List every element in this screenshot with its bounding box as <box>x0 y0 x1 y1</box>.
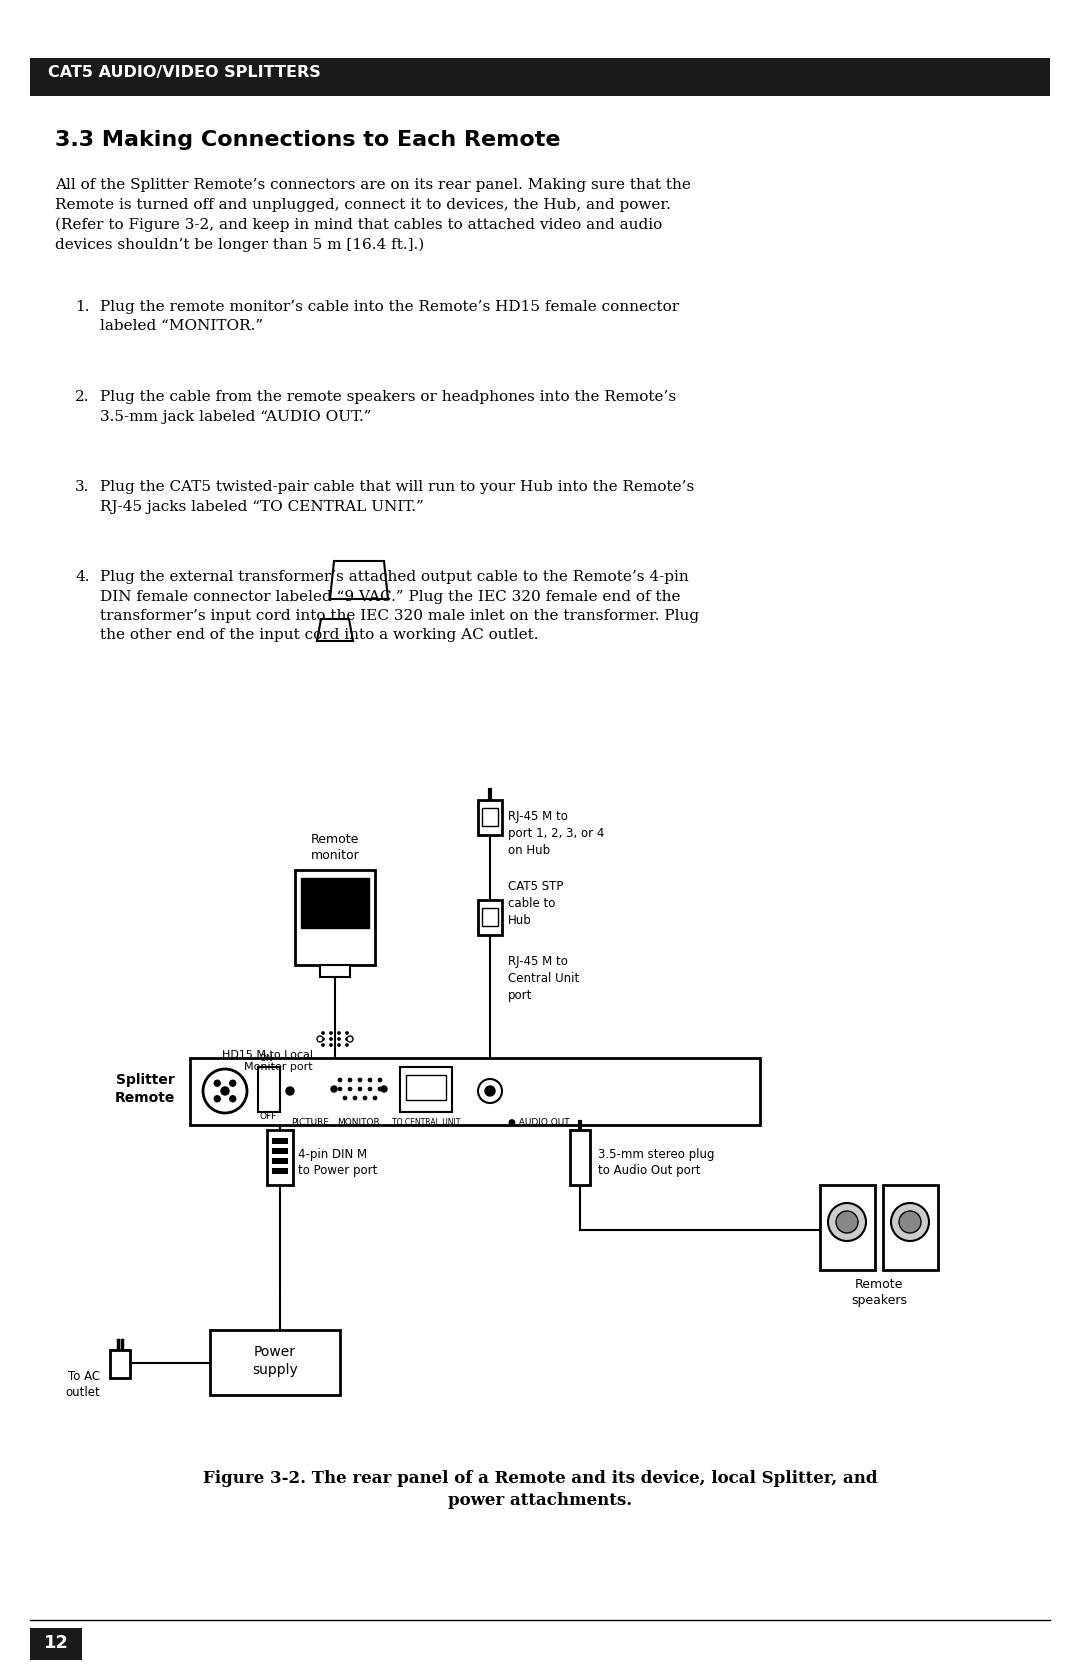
Text: Figure 3-2. The rear panel of a Remote and its device, local Splitter, and
power: Figure 3-2. The rear panel of a Remote a… <box>203 1470 877 1509</box>
Text: RJ-45 M to
Central Unit
port: RJ-45 M to Central Unit port <box>508 955 579 1001</box>
Circle shape <box>346 1043 349 1046</box>
Circle shape <box>337 1038 340 1040</box>
Bar <box>482 908 498 926</box>
Text: 1.: 1. <box>75 300 90 314</box>
Text: Power
supply: Power supply <box>252 1345 298 1377</box>
Text: Plug the cable from the remote speakers or headphones into the Remote’s
3.5-mm j: Plug the cable from the remote speakers … <box>100 391 676 424</box>
Circle shape <box>899 1212 921 1233</box>
Bar <box>272 1148 288 1153</box>
Text: CAT5 STP
cable to
Hub: CAT5 STP cable to Hub <box>508 880 564 926</box>
Bar <box>30 58 1050 97</box>
Circle shape <box>343 1097 347 1100</box>
Circle shape <box>337 1043 340 1046</box>
Text: ON: ON <box>260 1055 273 1063</box>
Bar <box>190 1058 760 1125</box>
Circle shape <box>318 1036 323 1041</box>
Circle shape <box>346 1031 349 1035</box>
Circle shape <box>348 1078 352 1082</box>
Text: Remote
monitor: Remote monitor <box>311 833 360 861</box>
Text: PICTURE: PICTURE <box>291 1118 329 1127</box>
Text: RJ-45 M to
port 1, 2, 3, or 4
on Hub: RJ-45 M to port 1, 2, 3, or 4 on Hub <box>508 809 605 856</box>
Circle shape <box>203 1070 247 1113</box>
Polygon shape <box>318 619 353 641</box>
Bar <box>320 965 350 976</box>
Text: HD15 M to Local
Monitor port: HD15 M to Local Monitor port <box>222 1050 313 1073</box>
Circle shape <box>221 1087 229 1095</box>
Circle shape <box>214 1097 220 1102</box>
Text: 4.: 4. <box>75 571 90 584</box>
Circle shape <box>478 1078 502 1103</box>
Text: 12: 12 <box>43 1634 68 1652</box>
Text: Plug the remote monitor’s cable into the Remote’s HD15 female connector
labeled : Plug the remote monitor’s cable into the… <box>100 300 679 334</box>
Circle shape <box>836 1212 858 1233</box>
Text: All of the Splitter Remote’s connectors are on its rear panel. Making sure that : All of the Splitter Remote’s connectors … <box>55 179 691 252</box>
Text: MONITOR: MONITOR <box>338 1118 380 1127</box>
Circle shape <box>357 1078 362 1082</box>
Circle shape <box>286 1087 294 1095</box>
Text: Remote
speakers: Remote speakers <box>851 1278 907 1307</box>
Circle shape <box>485 1087 495 1097</box>
Circle shape <box>338 1087 342 1092</box>
Text: 2.: 2. <box>75 391 90 404</box>
Text: To AC
outlet: To AC outlet <box>65 1370 100 1399</box>
Text: 3.: 3. <box>75 481 90 494</box>
Bar <box>570 1130 590 1185</box>
Bar <box>478 799 502 834</box>
Bar <box>478 900 502 935</box>
Text: 3.5-mm stereo plug
to Audio Out port: 3.5-mm stereo plug to Audio Out port <box>598 1148 715 1177</box>
Bar <box>30 1627 82 1661</box>
Circle shape <box>368 1087 372 1092</box>
Circle shape <box>322 1031 324 1035</box>
Polygon shape <box>330 561 388 599</box>
Circle shape <box>322 1043 324 1046</box>
Circle shape <box>330 1087 337 1092</box>
Bar <box>210 1330 340 1395</box>
Circle shape <box>363 1097 367 1100</box>
Circle shape <box>322 1038 324 1040</box>
Bar <box>272 1158 288 1163</box>
Circle shape <box>381 1087 387 1092</box>
Circle shape <box>347 1036 353 1041</box>
Text: ● AUDIO OUT: ● AUDIO OUT <box>508 1118 569 1127</box>
Circle shape <box>828 1203 866 1242</box>
Circle shape <box>348 1087 352 1092</box>
Circle shape <box>368 1078 372 1082</box>
Text: Plug the CAT5 twisted-pair cable that will run to your Hub into the Remote’s
RJ-: Plug the CAT5 twisted-pair cable that wi… <box>100 481 694 514</box>
Text: OFF: OFF <box>260 1112 278 1122</box>
Circle shape <box>329 1043 333 1046</box>
Bar <box>482 808 498 826</box>
Text: 3.3 Making Connections to Each Remote: 3.3 Making Connections to Each Remote <box>55 130 561 150</box>
Circle shape <box>329 1038 333 1040</box>
Circle shape <box>346 1038 349 1040</box>
Bar <box>272 1138 288 1143</box>
Bar <box>301 878 369 928</box>
Bar <box>295 870 375 965</box>
Circle shape <box>230 1097 235 1102</box>
Circle shape <box>373 1097 377 1100</box>
Text: TO CENTRAL UNIT: TO CENTRAL UNIT <box>392 1118 460 1127</box>
Circle shape <box>378 1087 382 1092</box>
Bar <box>400 1066 453 1112</box>
Text: Splitter
Remote: Splitter Remote <box>114 1073 175 1105</box>
Circle shape <box>230 1080 235 1087</box>
Bar <box>267 1130 293 1185</box>
Bar <box>820 1185 875 1270</box>
Bar <box>258 1066 280 1112</box>
Circle shape <box>338 1078 342 1082</box>
Bar <box>272 1168 288 1173</box>
Circle shape <box>357 1087 362 1092</box>
Circle shape <box>337 1031 340 1035</box>
Bar <box>406 1075 446 1100</box>
Bar <box>883 1185 939 1270</box>
Circle shape <box>329 1031 333 1035</box>
Circle shape <box>891 1203 929 1242</box>
Text: CAT5 AUDIO/VIDEO SPLITTERS: CAT5 AUDIO/VIDEO SPLITTERS <box>48 65 321 80</box>
Circle shape <box>378 1078 382 1082</box>
Circle shape <box>214 1080 220 1087</box>
Text: Plug the external transformer’s attached output cable to the Remote’s 4-pin
DIN : Plug the external transformer’s attached… <box>100 571 699 643</box>
Circle shape <box>353 1097 357 1100</box>
Bar <box>110 1350 130 1379</box>
Text: 4-pin DIN M
to Power port: 4-pin DIN M to Power port <box>298 1148 377 1177</box>
